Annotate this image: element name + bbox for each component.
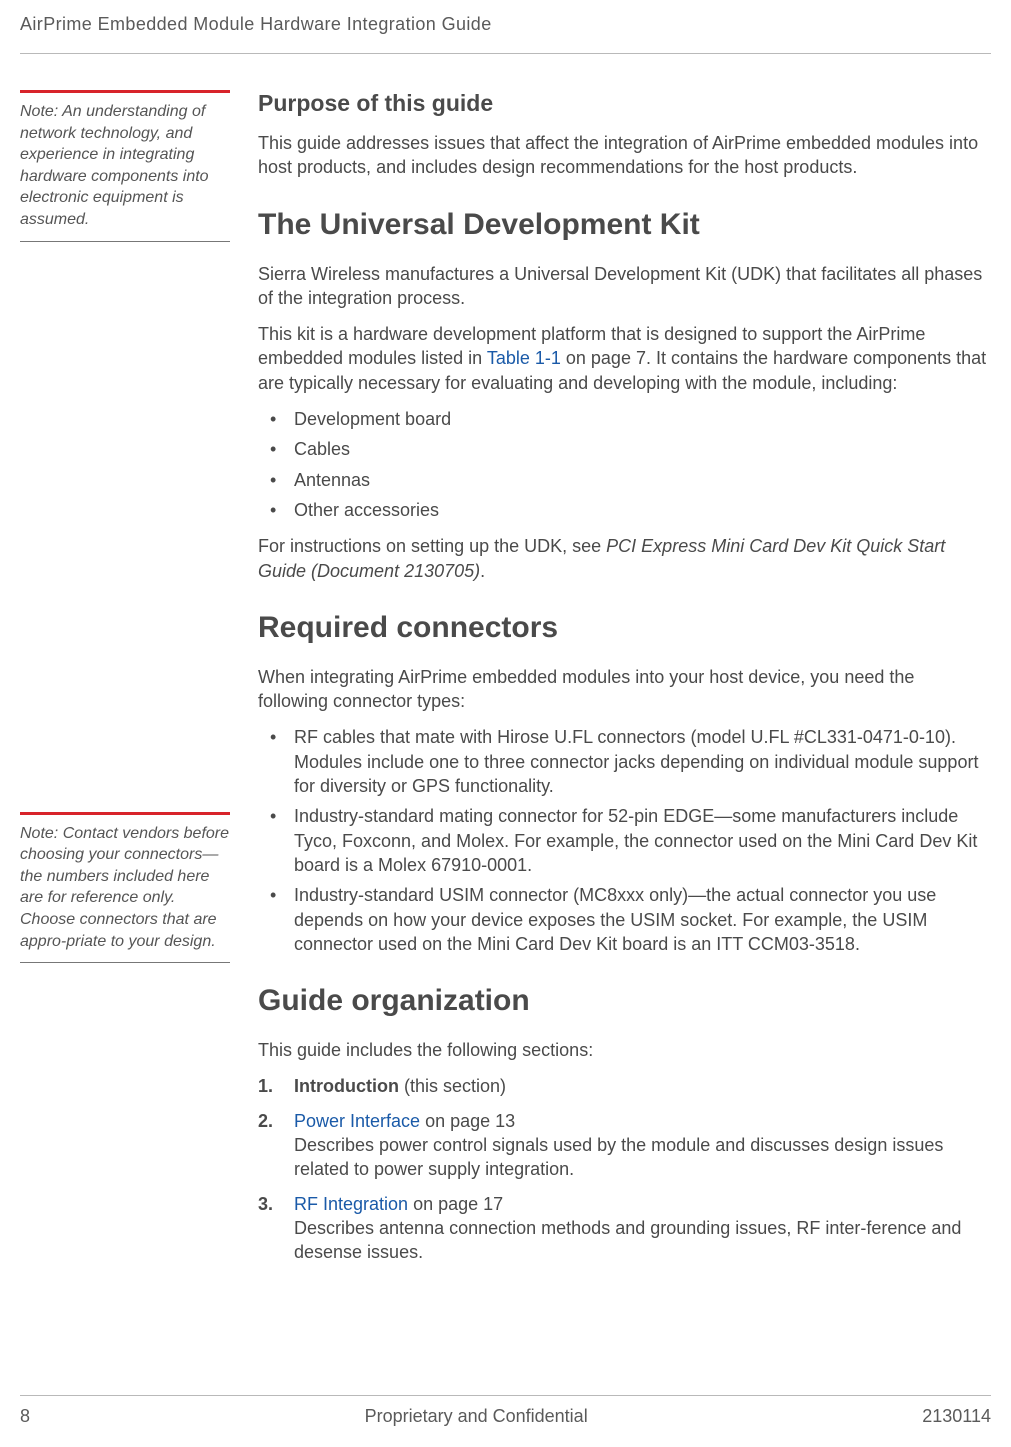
list-item: Industry-standard USIM connector (MC8xxx… — [258, 883, 987, 956]
cross-ref-link[interactable]: RF Integration — [294, 1194, 408, 1214]
section-ref-current: Introduction — [294, 1076, 399, 1096]
list-item: Other accessories — [258, 498, 987, 522]
main-column: Purpose of this guide This guide address… — [258, 90, 991, 1275]
footer-divider — [20, 1395, 991, 1396]
heading-udk: The Universal Development Kit — [258, 208, 987, 242]
page: AirPrime Embedded Module Hardware Integr… — [0, 0, 1011, 1447]
page-footer: 8 Proprietary and Confidential 2130114 — [20, 1395, 991, 1427]
page-number: 8 — [20, 1406, 30, 1427]
paragraph: Sierra Wireless manufactures a Universal… — [258, 262, 987, 311]
note-text: Note: Contact vendors before choosing yo… — [20, 823, 230, 953]
bullet-list: RF cables that mate with Hirose U.FL con… — [258, 725, 987, 956]
list-item: Industry-standard mating connector for 5… — [258, 804, 987, 877]
list-item: RF Integration on page 17 Describes ante… — [258, 1192, 987, 1265]
paragraph: This guide includes the following sectio… — [258, 1038, 987, 1062]
paragraph: This guide addresses issues that affect … — [258, 131, 987, 180]
bullet-list: Development board Cables Antennas Other … — [258, 407, 987, 522]
sidebar: Note: An understanding of network techno… — [20, 90, 230, 1275]
cross-ref-link[interactable]: Table 1-1 — [487, 348, 561, 368]
running-head: AirPrime Embedded Module Hardware Integr… — [20, 14, 991, 53]
text-span: (this section) — [399, 1076, 506, 1096]
note-accent-bar — [20, 812, 230, 815]
list-item: Antennas — [258, 468, 987, 492]
note-accent-bar — [20, 90, 230, 93]
item-description: Describes power control signals used by … — [294, 1135, 943, 1179]
document-number: 2130114 — [922, 1406, 991, 1427]
numbered-list: Introduction (this section) Power Interf… — [258, 1074, 987, 1264]
content-area: Note: An understanding of network techno… — [20, 90, 991, 1275]
list-item: Power Interface on page 13 Describes pow… — [258, 1109, 987, 1182]
note-text: Note: An understanding of network techno… — [20, 101, 230, 231]
heading-connectors: Required connectors — [258, 611, 987, 645]
list-item: Development board — [258, 407, 987, 431]
header-divider — [20, 53, 991, 54]
footer-center-text: Proprietary and Confidential — [365, 1406, 588, 1427]
cross-ref-link[interactable]: Power Interface — [294, 1111, 420, 1131]
note-underline — [20, 962, 230, 963]
text-span: . — [480, 561, 485, 581]
heading-purpose: Purpose of this guide — [258, 90, 987, 117]
margin-note-2: Note: Contact vendors before choosing yo… — [20, 812, 230, 964]
paragraph: When integrating AirPrime embedded modul… — [258, 665, 987, 714]
item-description: Describes antenna connection methods and… — [294, 1218, 961, 1262]
text-span: For instructions on setting up the UDK, … — [258, 536, 606, 556]
list-item: RF cables that mate with Hirose U.FL con… — [258, 725, 987, 798]
paragraph: For instructions on setting up the UDK, … — [258, 534, 987, 583]
text-span: on page 13 — [420, 1111, 515, 1131]
margin-note-1: Note: An understanding of network techno… — [20, 90, 230, 242]
paragraph: This kit is a hardware development platf… — [258, 322, 987, 395]
list-item: Introduction (this section) — [258, 1074, 987, 1098]
text-span: on page 17 — [408, 1194, 503, 1214]
footer-row: 8 Proprietary and Confidential 2130114 — [20, 1406, 991, 1427]
heading-guide-org: Guide organization — [258, 984, 987, 1018]
list-item: Cables — [258, 437, 987, 461]
